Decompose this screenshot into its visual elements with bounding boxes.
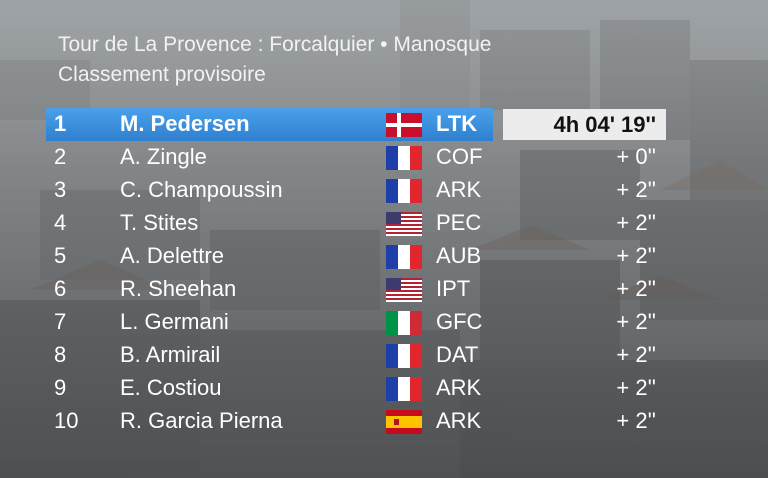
standings-row: 7 L. Germani GFC + 2'' — [46, 306, 666, 339]
rider-name: R. Sheehan — [120, 276, 237, 301]
standings-row: 2 A. Zingle COF + 0'' — [46, 141, 666, 174]
rider-time-gap: + 2'' — [616, 276, 656, 301]
rider-team: ARK — [436, 375, 482, 400]
rider-team: AUB — [436, 243, 482, 268]
spain-flag-icon — [386, 410, 422, 434]
standings-row: 4 T. Stites PEC + 2'' — [46, 207, 666, 240]
france-flag-icon — [386, 146, 422, 170]
standings-row: 3 C. Champoussin ARK + 2'' — [46, 174, 666, 207]
rider-time-gap: + 2'' — [616, 309, 656, 334]
rider-team: ARK — [436, 408, 482, 433]
standings-row: 10 R. Garcia Pierna ARK + 2'' — [46, 405, 666, 438]
rider-time-gap: + 2'' — [616, 342, 656, 367]
rider-time-gap: + 2'' — [616, 177, 656, 202]
rider-team: GFC — [436, 309, 483, 334]
standings-table: 1 M. Pedersen LTK 4h 04' 19'' 2 A. Zingl… — [46, 108, 666, 438]
rider-team: DAT — [436, 342, 479, 367]
rider-name: E. Costiou — [120, 375, 222, 400]
rider-position: 5 — [54, 243, 67, 268]
rider-team: IPT — [436, 276, 471, 301]
rider-name: B. Armirail — [120, 342, 221, 367]
rider-position: 7 — [54, 309, 67, 334]
rider-position: 4 — [54, 210, 67, 235]
denmark-flag-icon — [386, 113, 422, 137]
standings-row: 5 A. Delettre AUB + 2'' — [46, 240, 666, 273]
rider-position: 9 — [54, 375, 67, 400]
standings-row: 9 E. Costiou ARK + 2'' — [46, 372, 666, 405]
rider-time-gap: + 2'' — [616, 408, 656, 433]
rider-name: C. Champoussin — [120, 177, 283, 202]
rider-time-gap: + 2'' — [616, 243, 656, 268]
france-flag-icon — [386, 179, 422, 203]
race-title: Tour de La Provence : Forcalquier • Mano… — [58, 33, 492, 56]
rider-position: 1 — [54, 111, 67, 136]
france-flag-icon — [386, 245, 422, 269]
leader-highlight-bar — [46, 108, 493, 141]
italy-flag-icon — [386, 311, 422, 335]
usa-flag-icon — [386, 212, 422, 236]
rider-position: 2 — [54, 144, 67, 169]
rider-position: 6 — [54, 276, 67, 301]
rider-team: ARK — [436, 177, 482, 202]
rider-position: 3 — [54, 177, 67, 202]
rider-name: T. Stites — [120, 210, 199, 235]
standings-subtitle: Classement provisoire — [58, 63, 266, 86]
france-flag-icon — [386, 344, 422, 368]
standings-row-leader: 1 M. Pedersen LTK 4h 04' 19'' — [46, 108, 666, 141]
rider-name: M. Pedersen — [120, 111, 250, 136]
rider-name: L. Germani — [120, 309, 229, 334]
rider-name: A. Zingle — [120, 144, 207, 169]
rider-position: 10 — [54, 408, 79, 433]
standings-row: 6 R. Sheehan IPT + 2'' — [46, 273, 666, 306]
rider-time: 4h 04' 19'' — [553, 112, 656, 137]
rider-time-gap: + 2'' — [616, 210, 656, 235]
france-flag-icon — [386, 377, 422, 401]
rider-position: 8 — [54, 342, 67, 367]
rider-team: PEC — [436, 210, 482, 235]
leader-time-box — [503, 109, 666, 140]
rider-team: LTK — [436, 111, 478, 136]
rider-time-gap: + 0'' — [616, 144, 656, 169]
standings-row: 8 B. Armirail DAT + 2'' — [46, 339, 666, 372]
rider-name: R. Garcia Pierna — [120, 408, 283, 433]
usa-flag-icon — [386, 278, 422, 302]
standings-header: Tour de La Provence : Forcalquier • Mano… — [58, 30, 491, 90]
rider-time-gap: + 2'' — [616, 375, 656, 400]
rider-name: A. Delettre — [120, 243, 224, 268]
rider-team: COF — [436, 144, 483, 169]
